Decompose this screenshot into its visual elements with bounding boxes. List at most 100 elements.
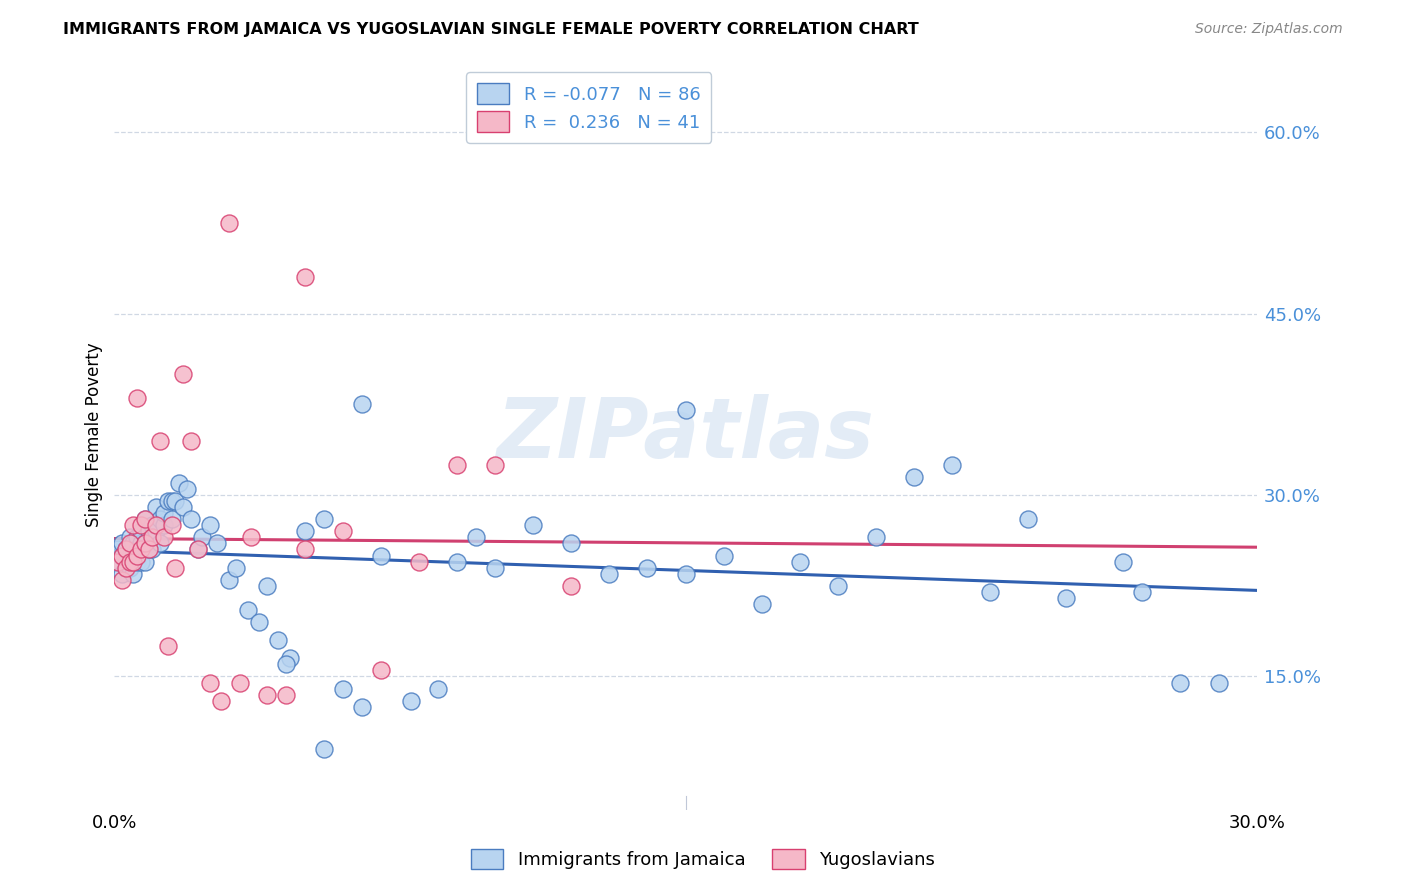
- Point: [198, 675, 221, 690]
- Point: [427, 681, 450, 696]
- Point: [134, 512, 156, 526]
- Point: [122, 536, 145, 550]
- Point: [560, 579, 582, 593]
- Point: [274, 657, 297, 672]
- Legend: Immigrants from Jamaica, Yugoslavians: Immigrants from Jamaica, Yugoslavians: [461, 839, 945, 879]
- Point: [225, 560, 247, 574]
- Point: [903, 470, 925, 484]
- Point: [484, 560, 506, 574]
- Point: [865, 530, 887, 544]
- Point: [229, 675, 252, 690]
- Point: [129, 518, 152, 533]
- Point: [267, 633, 290, 648]
- Point: [312, 742, 335, 756]
- Point: [107, 542, 129, 557]
- Point: [240, 530, 263, 544]
- Point: [114, 542, 136, 557]
- Point: [127, 530, 149, 544]
- Point: [145, 500, 167, 515]
- Point: [127, 542, 149, 557]
- Point: [111, 573, 134, 587]
- Point: [107, 555, 129, 569]
- Point: [979, 584, 1001, 599]
- Point: [675, 566, 697, 581]
- Point: [1170, 675, 1192, 690]
- Point: [294, 524, 316, 539]
- Point: [789, 555, 811, 569]
- Point: [114, 560, 136, 574]
- Point: [522, 518, 544, 533]
- Point: [160, 494, 183, 508]
- Point: [172, 367, 194, 381]
- Point: [138, 542, 160, 557]
- Point: [134, 536, 156, 550]
- Point: [198, 518, 221, 533]
- Point: [191, 530, 214, 544]
- Point: [118, 530, 141, 544]
- Point: [332, 681, 354, 696]
- Text: ZIPatlas: ZIPatlas: [496, 394, 875, 475]
- Point: [370, 664, 392, 678]
- Point: [156, 494, 179, 508]
- Point: [675, 403, 697, 417]
- Point: [332, 524, 354, 539]
- Point: [236, 603, 259, 617]
- Point: [138, 524, 160, 539]
- Point: [141, 518, 163, 533]
- Point: [114, 555, 136, 569]
- Point: [111, 549, 134, 563]
- Point: [153, 506, 176, 520]
- Point: [167, 475, 190, 490]
- Point: [129, 542, 152, 557]
- Point: [153, 530, 176, 544]
- Point: [118, 536, 141, 550]
- Point: [247, 615, 270, 629]
- Point: [149, 434, 172, 448]
- Point: [122, 566, 145, 581]
- Point: [165, 560, 187, 574]
- Point: [145, 518, 167, 533]
- Point: [107, 555, 129, 569]
- Point: [118, 555, 141, 569]
- Point: [1208, 675, 1230, 690]
- Point: [111, 549, 134, 563]
- Point: [187, 542, 209, 557]
- Text: IMMIGRANTS FROM JAMAICA VS YUGOSLAVIAN SINGLE FEMALE POVERTY CORRELATION CHART: IMMIGRANTS FROM JAMAICA VS YUGOSLAVIAN S…: [63, 22, 920, 37]
- Point: [446, 555, 468, 569]
- Point: [751, 597, 773, 611]
- Point: [312, 512, 335, 526]
- Text: Source: ZipAtlas.com: Source: ZipAtlas.com: [1195, 22, 1343, 37]
- Point: [636, 560, 658, 574]
- Point: [149, 512, 172, 526]
- Point: [118, 560, 141, 574]
- Point: [187, 542, 209, 557]
- Point: [141, 542, 163, 557]
- Point: [134, 555, 156, 569]
- Point: [114, 560, 136, 574]
- Point: [114, 542, 136, 557]
- Point: [350, 397, 373, 411]
- Point: [401, 694, 423, 708]
- Point: [713, 549, 735, 563]
- Point: [408, 555, 430, 569]
- Point: [1054, 591, 1077, 605]
- Y-axis label: Single Female Poverty: Single Female Poverty: [86, 343, 103, 527]
- Point: [278, 651, 301, 665]
- Point: [138, 542, 160, 557]
- Point: [176, 482, 198, 496]
- Point: [160, 518, 183, 533]
- Point: [446, 458, 468, 472]
- Point: [127, 555, 149, 569]
- Point: [256, 579, 278, 593]
- Point: [218, 573, 240, 587]
- Point: [294, 542, 316, 557]
- Point: [209, 694, 232, 708]
- Point: [180, 512, 202, 526]
- Point: [111, 536, 134, 550]
- Point: [153, 518, 176, 533]
- Point: [350, 699, 373, 714]
- Point: [180, 434, 202, 448]
- Point: [111, 566, 134, 581]
- Point: [165, 494, 187, 508]
- Point: [484, 458, 506, 472]
